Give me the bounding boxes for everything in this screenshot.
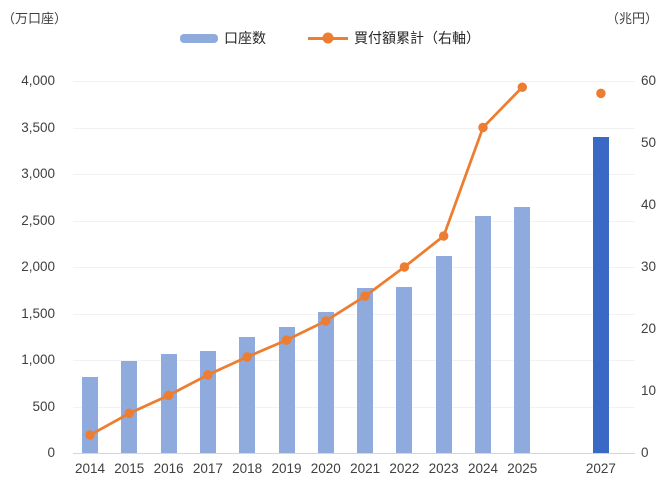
- x-axis-label-2025: 2025: [507, 461, 538, 476]
- line-point-2016: [163, 390, 174, 401]
- line-point-2021: [360, 291, 370, 301]
- bar-2018: [239, 336, 256, 453]
- bar-2015: [121, 360, 138, 453]
- bar-series-label: 口座数: [224, 30, 266, 46]
- purchase-line-layer: [85, 82, 606, 440]
- left-axis-tick-4000: 4,000: [21, 73, 55, 88]
- right-axis-tick-20: 20: [641, 321, 657, 336]
- left-axis-tick-2000: 2,000: [21, 259, 55, 274]
- plot-area: [73, 81, 635, 453]
- x-axis-label-2018: 2018: [232, 461, 263, 476]
- right-axis-tick-40: 40: [641, 197, 657, 212]
- x-axis-label-2017: 2017: [192, 461, 223, 476]
- x-axis-baseline: [73, 453, 635, 454]
- bar-2027: [592, 136, 609, 453]
- legend-item-purchases: 買付額累計（右軸）: [308, 28, 480, 48]
- x-axis-label-2021: 2021: [350, 461, 381, 476]
- left-axis-unit-label: （万口座）: [2, 11, 68, 26]
- bar-2016: [160, 354, 177, 453]
- left-axis-tick-3500: 3,500: [21, 119, 55, 135]
- x-axis-label-2023: 2023: [428, 461, 459, 476]
- x-axis-label-2014: 2014: [74, 461, 106, 476]
- bar-2020: [317, 311, 334, 453]
- legend: 口座数 買付額累計（右軸）: [180, 28, 480, 48]
- gridline-4000: [73, 81, 635, 82]
- gridline-3500: [73, 127, 635, 129]
- right-axis-tick-30: 30: [641, 259, 657, 274]
- left-axis-tick-0: 0: [47, 445, 55, 460]
- line-point-2020: [321, 316, 331, 326]
- bar-series-swatch: [180, 33, 218, 43]
- gridline-3000: [73, 174, 635, 175]
- bar-2022: [396, 286, 413, 453]
- gridline-1500: [73, 313, 635, 315]
- right-axis-unit-label: （兆円）: [605, 11, 658, 26]
- x-axis-label-2027: 2027: [585, 461, 616, 476]
- line-point-2017: [203, 370, 213, 380]
- line-point-2014: [85, 430, 95, 440]
- left-axis-tick-1500: 1,500: [21, 305, 55, 321]
- line-point-2018: [242, 352, 252, 362]
- purchase-line: [89, 86, 524, 437]
- bar-2019: [278, 326, 295, 453]
- line-series-label: 買付額累計（右軸）: [354, 30, 480, 46]
- x-axis-label-2024: 2024: [467, 461, 499, 476]
- line-series-swatch: [308, 32, 348, 44]
- line-point-2022: [399, 262, 410, 272]
- legend-item-accounts: 口座数: [180, 28, 266, 48]
- line-swatch-dot-icon: [322, 32, 334, 44]
- gridline-1000: [73, 360, 635, 361]
- bar-2024: [475, 215, 491, 453]
- x-axis-label-2022: 2022: [389, 461, 420, 476]
- x-axis-label-2016: 2016: [153, 461, 184, 476]
- line-point-2027: [596, 88, 606, 99]
- x-axis-label-2019: 2019: [271, 461, 302, 476]
- right-axis-tick-10: 10: [641, 383, 657, 398]
- line-point-2019: [281, 335, 292, 345]
- gridline-2000: [73, 267, 635, 268]
- gridline-500: [73, 406, 635, 408]
- right-axis-tick-0: 0: [641, 445, 649, 460]
- left-axis-tick-3000: 3,000: [21, 166, 55, 181]
- bar-2023: [435, 255, 452, 453]
- line-point-2024: [478, 122, 488, 133]
- line-point-2023: [438, 231, 449, 241]
- right-axis-tick-60: 60: [641, 73, 657, 88]
- left-axis-tick-500: 500: [32, 398, 55, 414]
- bar-2025: [514, 206, 531, 453]
- bar-2021: [357, 288, 374, 453]
- left-axis-tick-2500: 2,500: [21, 212, 55, 228]
- line-point-2015: [124, 408, 135, 419]
- x-axis-label-2020: 2020: [310, 461, 341, 476]
- line-point-2025: [517, 82, 528, 92]
- gridline-2500: [73, 220, 635, 222]
- left-axis-tick-1000: 1,000: [21, 352, 55, 367]
- x-axis-label-2015: 2015: [114, 461, 145, 476]
- right-axis-tick-50: 50: [641, 135, 657, 150]
